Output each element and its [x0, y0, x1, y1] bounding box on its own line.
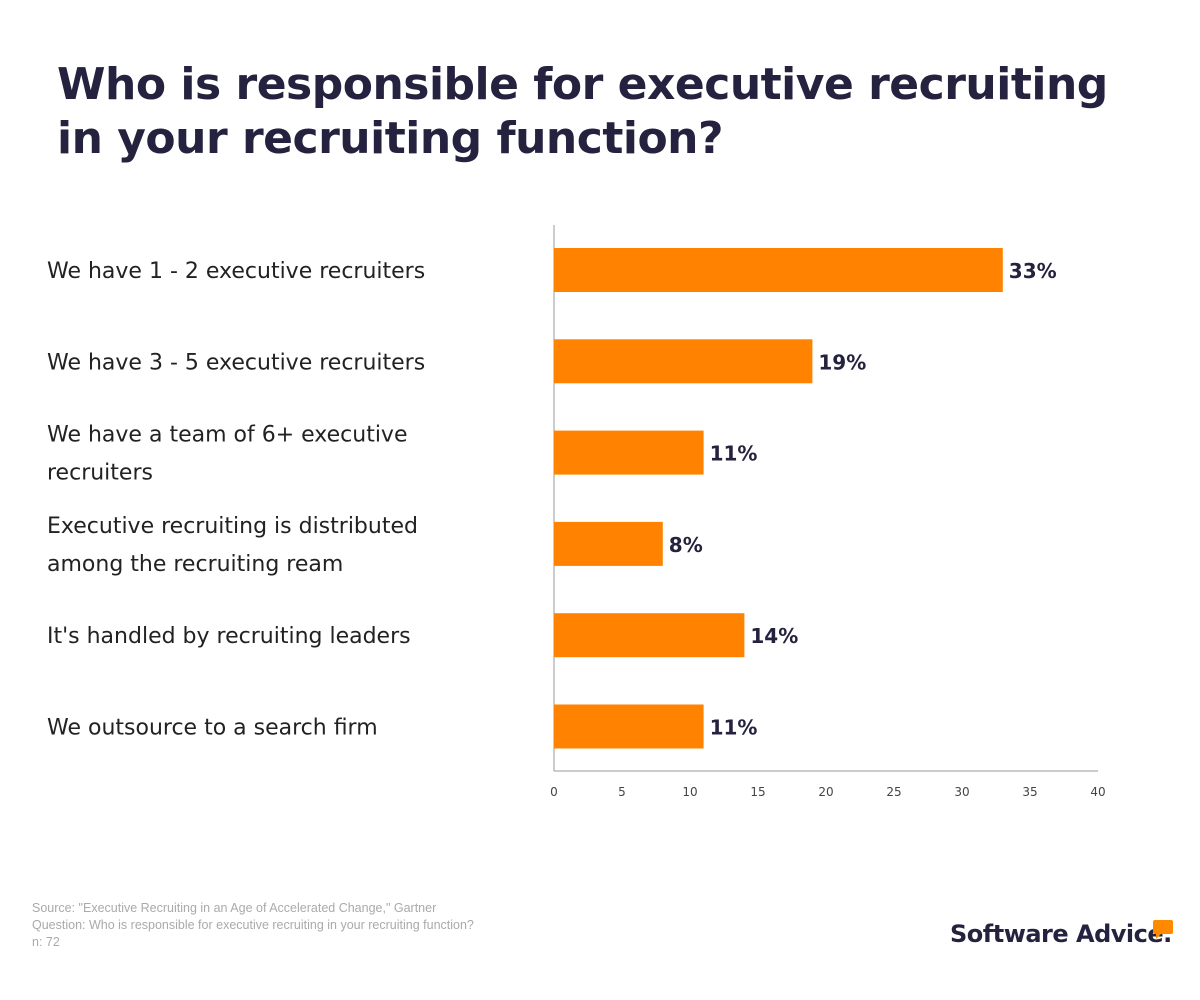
category-label: We have a team of 6+ executive	[47, 423, 408, 448]
bar	[554, 613, 745, 658]
x-tick-label: 10	[682, 785, 697, 799]
software-advice-logo: Software Advice.	[950, 920, 1172, 948]
x-tick-label: 20	[818, 785, 833, 799]
category-label: recruiters	[47, 461, 153, 486]
data-label: 11%	[710, 716, 758, 740]
bar	[554, 339, 813, 384]
x-tick-label: 0	[550, 785, 558, 799]
bar	[554, 704, 704, 749]
sample-size: n: 72	[32, 935, 60, 949]
x-tick-label: 25	[886, 785, 901, 799]
data-label: 19%	[818, 350, 866, 374]
x-tick-label: 40	[1090, 785, 1105, 799]
category-label: We have 1 - 2 executive recruiters	[47, 259, 425, 284]
bar	[554, 248, 1003, 292]
x-tick-label: 30	[954, 785, 969, 799]
category-label: among the recruiting ream	[47, 552, 343, 577]
source-line: Source: "Executive Recruiting in an Age …	[32, 901, 437, 915]
bar	[554, 430, 704, 475]
chart-title: Who is responsible for executive recruit…	[57, 59, 1108, 164]
bar	[554, 521, 663, 566]
category-label: It's handled by recruiting leaders	[47, 624, 411, 649]
category-label: Executive recruiting is distributed	[47, 514, 418, 539]
x-tick-label: 15	[750, 785, 765, 799]
data-label: 14%	[750, 624, 798, 648]
x-tick-label: 35	[1022, 785, 1037, 799]
category-label: We have 3 - 5 executive recruiters	[47, 350, 425, 375]
data-label: 8%	[669, 533, 703, 557]
question-line: Question: Who is responsible for executi…	[32, 918, 474, 932]
source-note: Source: "Executive Recruiting in an Age …	[32, 900, 474, 951]
x-tick-label: 5	[618, 785, 626, 799]
category-label: We outsource to a search firm	[47, 716, 378, 741]
data-label: 33%	[1009, 259, 1057, 283]
speech-bubble-icon	[1153, 920, 1173, 939]
data-label: 11%	[710, 442, 758, 466]
